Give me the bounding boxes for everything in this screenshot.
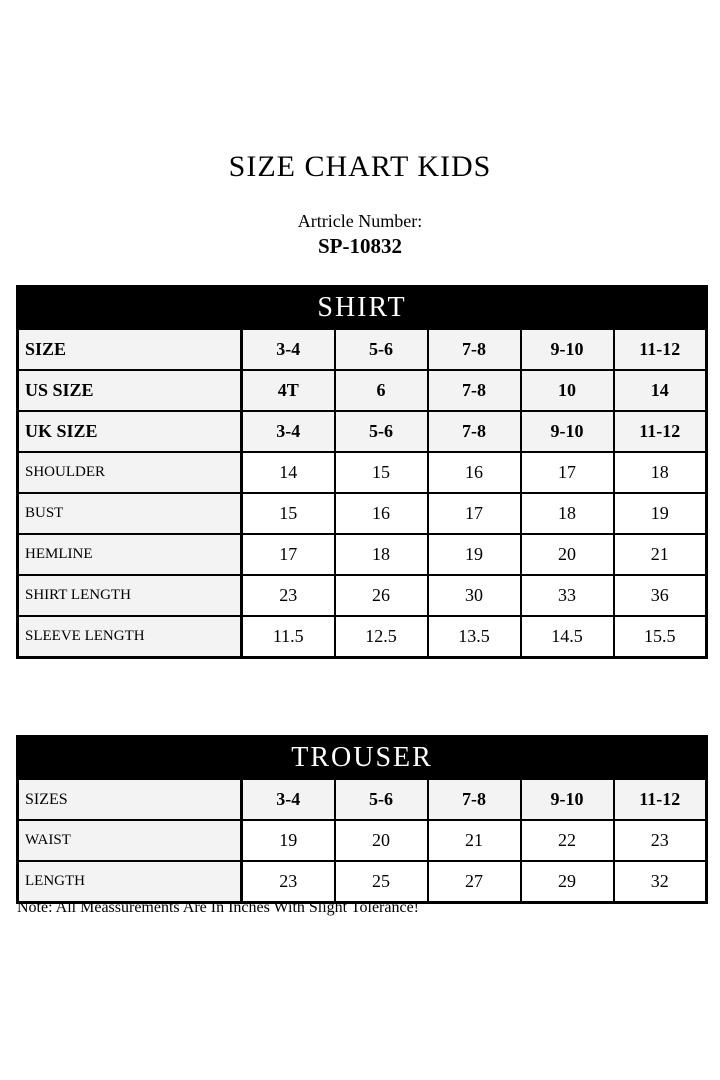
value-cell: 16: [333, 492, 429, 535]
value-cell: 11.5: [240, 615, 336, 659]
value-cell: 17: [426, 492, 522, 535]
table-row: SIZES 3-4 5-6 7-8 9-10 11-12: [16, 778, 708, 821]
value-cell: 17: [519, 451, 615, 494]
value-cell: 29: [519, 860, 615, 904]
value-cell: 9-10: [519, 328, 615, 371]
table-row: SLEEVE LENGTH 11.5 12.5 13.5 14.5 15.5: [16, 615, 708, 659]
table-row: HEMLINE 17 18 19 20 21: [16, 533, 708, 576]
value-cell: 7-8: [426, 778, 522, 821]
table-row: SHIRT LENGTH 23 26 30 33 36: [16, 574, 708, 617]
value-cell: 5-6: [333, 328, 429, 371]
value-cell: 4T: [240, 369, 336, 412]
value-cell: 33: [519, 574, 615, 617]
value-cell: 6: [333, 369, 429, 412]
value-cell: 3-4: [240, 328, 336, 371]
value-cell: 14.5: [519, 615, 615, 659]
table-row: LENGTH 23 25 27 29 32: [16, 860, 708, 904]
value-cell: 27: [426, 860, 522, 904]
value-cell: 15: [240, 492, 336, 535]
measurement-note: Note: All Meassurements Are In Inches Wi…: [17, 899, 419, 916]
value-cell: 21: [426, 819, 522, 862]
table-row: SIZE 3-4 5-6 7-8 9-10 11-12: [16, 328, 708, 371]
row-label-cell: WAIST: [16, 819, 243, 862]
value-cell: 21: [612, 533, 708, 576]
row-label-cell: SLEEVE LENGTH: [16, 615, 243, 659]
row-label-cell: SIZES: [16, 778, 243, 821]
value-cell: 7-8: [426, 369, 522, 412]
value-cell: 11-12: [612, 778, 708, 821]
shirt-size-table: SHIRT SIZE 3-4 5-6 7-8 9-10 11-12 US SIZ…: [16, 285, 708, 659]
value-cell: 20: [333, 819, 429, 862]
value-cell: 13.5: [426, 615, 522, 659]
value-cell: 10: [519, 369, 615, 412]
value-cell: 14: [240, 451, 336, 494]
table-row: WAIST 19 20 21 22 23: [16, 819, 708, 862]
table-row: BUST 15 16 17 18 19: [16, 492, 708, 535]
row-label-cell: US SIZE: [16, 369, 243, 412]
value-cell: 5-6: [333, 778, 429, 821]
value-cell: 25: [333, 860, 429, 904]
value-cell: 26: [333, 574, 429, 617]
value-cell: 5-6: [333, 410, 429, 453]
value-cell: 22: [519, 819, 615, 862]
value-cell: 16: [426, 451, 522, 494]
row-label-cell: LENGTH: [16, 860, 243, 904]
row-label-cell: SHOULDER: [16, 451, 243, 494]
value-cell: 36: [612, 574, 708, 617]
value-cell: 7-8: [426, 328, 522, 371]
value-cell: 11-12: [612, 410, 708, 453]
value-cell: 15: [333, 451, 429, 494]
value-cell: 30: [426, 574, 522, 617]
value-cell: 23: [240, 860, 336, 904]
table-row: US SIZE 4T 6 7-8 10 14: [16, 369, 708, 412]
row-label-cell: HEMLINE: [16, 533, 243, 576]
value-cell: 14: [612, 369, 708, 412]
value-cell: 3-4: [240, 778, 336, 821]
row-label-cell: UK SIZE: [16, 410, 243, 453]
value-cell: 32: [612, 860, 708, 904]
value-cell: 17: [240, 533, 336, 576]
value-cell: 18: [612, 451, 708, 494]
value-cell: 9-10: [519, 410, 615, 453]
row-label-cell: SIZE: [16, 328, 243, 371]
trouser-table-header-band: TROUSER: [16, 735, 708, 780]
shirt-table-header-band: SHIRT: [16, 285, 708, 330]
value-cell: 7-8: [426, 410, 522, 453]
value-cell: 18: [519, 492, 615, 535]
trouser-size-table: TROUSER SIZES 3-4 5-6 7-8 9-10 11-12 WAI…: [16, 735, 709, 904]
shirt-section-title: SHIRT: [16, 285, 708, 330]
article-number-label: Artricle Number:: [297, 211, 423, 231]
value-cell: 20: [519, 533, 615, 576]
value-cell: 12.5: [333, 615, 429, 659]
value-cell: 23: [240, 574, 336, 617]
row-label-cell: BUST: [16, 492, 243, 535]
value-cell: 23: [612, 819, 708, 862]
value-cell: 15.5: [612, 615, 708, 659]
value-cell: 19: [240, 819, 336, 862]
value-cell: 19: [426, 533, 522, 576]
table-row: SHOULDER 14 15 16 17 18: [16, 451, 708, 494]
table-row: UK SIZE 3-4 5-6 7-8 9-10 11-12: [16, 410, 708, 453]
trouser-section-title: TROUSER: [16, 735, 708, 780]
row-label-cell: SHIRT LENGTH: [16, 574, 243, 617]
value-cell: 19: [612, 492, 708, 535]
article-number-value: SP-10832: [318, 234, 402, 258]
value-cell: 11-12: [612, 328, 708, 371]
value-cell: 9-10: [519, 778, 615, 821]
value-cell: 18: [333, 533, 429, 576]
value-cell: 3-4: [240, 410, 336, 453]
page-title: SIZE CHART KIDS: [228, 150, 492, 183]
